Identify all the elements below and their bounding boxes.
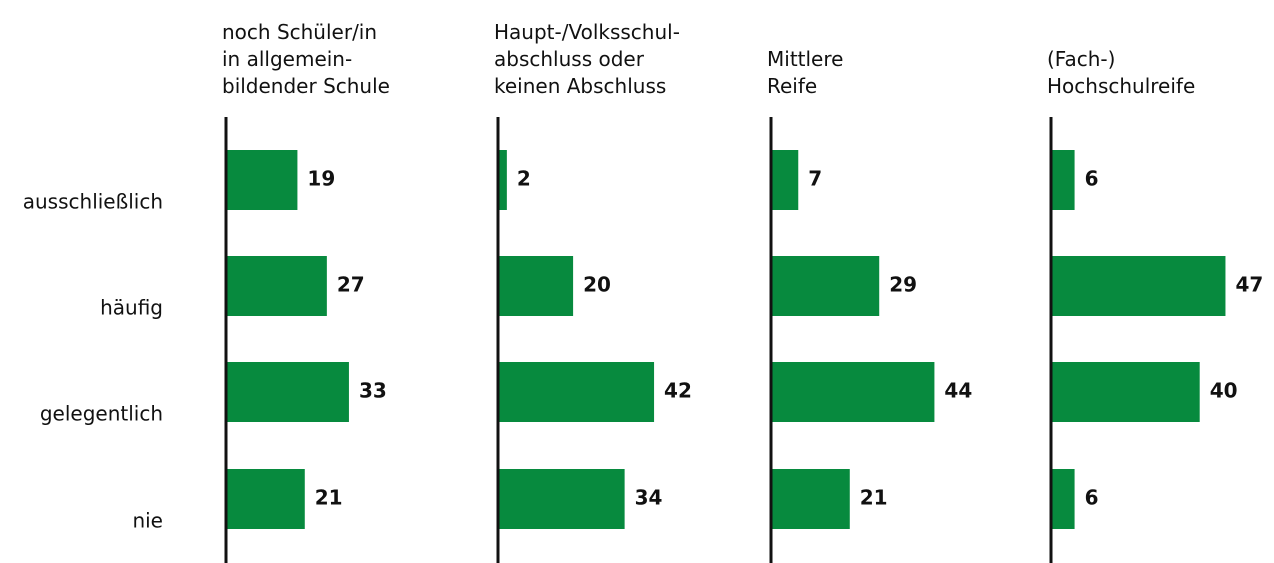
panel-title: noch Schüler/in in allgemein- bildender … (222, 20, 390, 98)
value-label: 21 (860, 486, 888, 510)
value-label: 44 (944, 379, 972, 403)
bar (499, 150, 507, 210)
value-label: 29 (889, 273, 917, 297)
value-label: 6 (1085, 167, 1099, 191)
value-label: 33 (359, 379, 387, 403)
bar (1052, 150, 1075, 210)
category-label: nie (132, 509, 163, 533)
value-label: 21 (315, 486, 343, 510)
bar (227, 150, 298, 210)
panel-title: Haupt-/Volksschul- abschluss oder keinen… (494, 20, 680, 98)
value-label: 47 (1235, 273, 1263, 297)
value-label: 42 (664, 379, 692, 403)
bar (227, 256, 327, 316)
value-label: 20 (583, 273, 611, 297)
panel-title: Mittlere Reife (767, 47, 844, 98)
bar (227, 469, 305, 529)
value-label: 34 (635, 486, 663, 510)
bar (499, 362, 655, 422)
bar (499, 469, 625, 529)
value-label: 6 (1085, 486, 1099, 510)
value-label: 2 (517, 167, 531, 191)
bar (1052, 362, 1200, 422)
bar (772, 362, 935, 422)
value-label: 27 (337, 273, 365, 297)
category-label: ausschließlich (23, 190, 163, 214)
bar (499, 256, 574, 316)
bar (772, 256, 880, 316)
value-label: 19 (307, 167, 335, 191)
bar (227, 362, 349, 422)
panel-title: (Fach-) Hochschulreife (1047, 47, 1196, 98)
bar (1052, 469, 1075, 529)
bar (1052, 256, 1226, 316)
category-label: häufig (100, 296, 163, 320)
value-label: 40 (1210, 379, 1238, 403)
bar (772, 469, 850, 529)
value-label: 7 (808, 167, 822, 191)
category-label: gelegentlich (40, 402, 163, 426)
bar (772, 150, 799, 210)
